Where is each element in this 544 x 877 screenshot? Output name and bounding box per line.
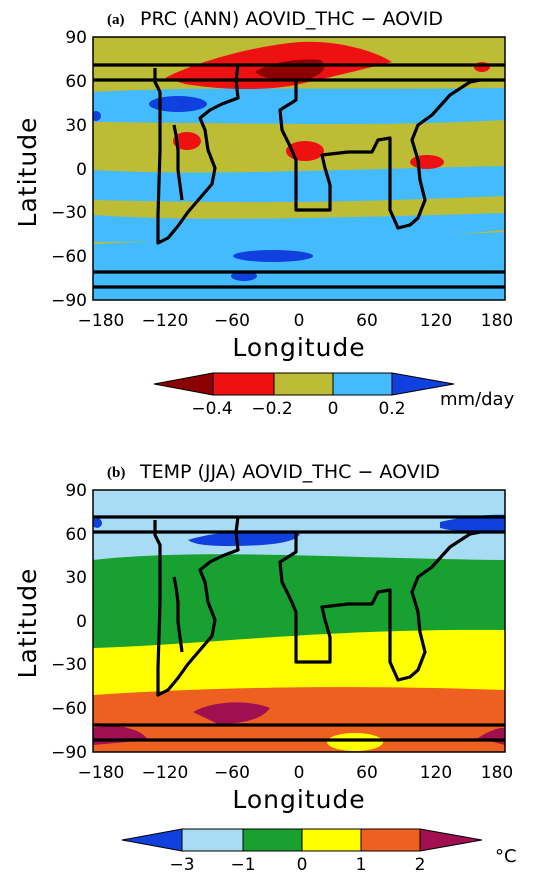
panel-b-arctic-blue-east bbox=[440, 514, 505, 533]
panel-b-colorbar-ticks: −3 −1 0 1 2 bbox=[169, 855, 425, 875]
panel-a-red-blob bbox=[410, 155, 444, 169]
panel-a-colorbar-swatch bbox=[153, 372, 214, 396]
panel-a-band-north-blue bbox=[93, 88, 505, 124]
panel-b-coastlines bbox=[93, 515, 505, 742]
panel-a-frame bbox=[92, 36, 506, 301]
panel-a-ytick: 30 bbox=[65, 116, 87, 136]
panel-b-colorbar-swatch bbox=[419, 828, 483, 852]
panel-b-colorbar-swatch bbox=[360, 828, 421, 852]
panel-a-band-tropical-blue bbox=[93, 166, 505, 203]
panel-a-xtick: 180 bbox=[481, 311, 513, 331]
panel-b-arctic-blue bbox=[188, 530, 300, 546]
panel-a-colorbar-units: mm/day bbox=[440, 389, 515, 410]
panel-b-colorbar-tick: 2 bbox=[415, 855, 426, 875]
panel-b-xtick: 180 bbox=[481, 763, 513, 783]
panel-a-ytick: −90 bbox=[51, 291, 87, 311]
panel-a-colorbar-ticks: −0.4 −0.2 0 0.2 bbox=[191, 399, 405, 419]
panel-b-band-green bbox=[93, 554, 505, 651]
panel-a-colorbar-tick: −0.4 bbox=[191, 399, 232, 419]
panel-a-colorbar-tick: 0.2 bbox=[378, 399, 405, 419]
panel-b-xtick: −120 bbox=[142, 763, 189, 783]
panel-b-colorbar-tick: 0 bbox=[297, 855, 308, 875]
panel-b-yellow-blob bbox=[327, 733, 383, 751]
panel-a-title: PRC (ANN) AOVID_THC − AOVID bbox=[140, 8, 443, 30]
panel-a-colorbar-tick: −0.2 bbox=[251, 399, 292, 419]
panel-b-xlabel: Longitude bbox=[232, 785, 365, 814]
panel-b-ytick: 90 bbox=[65, 481, 87, 501]
panel-a-xtick: 0 bbox=[294, 311, 305, 331]
panel-a-ytick: 0 bbox=[76, 160, 87, 180]
panel-a-xlabel: Longitude bbox=[232, 333, 365, 362]
panel-a-ytick: 60 bbox=[65, 72, 87, 92]
panel-a-band-polar-blue bbox=[93, 232, 505, 300]
panel-a-ytick: 90 bbox=[65, 28, 87, 48]
panel-b-title: TEMP (JJA) AOVID_THC − AOVID bbox=[139, 461, 440, 483]
panel-a-colorbar-tick: 0 bbox=[328, 399, 339, 419]
panel-b-ytick: 30 bbox=[65, 568, 87, 588]
panel-b-xtick: −60 bbox=[214, 763, 250, 783]
panel-b-colorbar-swatch bbox=[242, 828, 303, 852]
panel-b-ytick: −90 bbox=[51, 743, 87, 763]
panel-b-xticks: −180 −120 −60 0 60 120 180 bbox=[78, 763, 514, 783]
panel-b-label: (b) bbox=[107, 465, 125, 481]
panel-a-xtick: −180 bbox=[78, 311, 125, 331]
panel-a-ytick: −60 bbox=[51, 247, 87, 267]
panel-a-yticks: 90 60 30 0 −30 −60 −90 bbox=[51, 28, 87, 311]
panel-b-ytick: −60 bbox=[51, 699, 87, 719]
panel-b-colorbar-swatch bbox=[121, 828, 183, 852]
panel-a-xticks: −180 −120 −60 0 60 120 180 bbox=[78, 311, 514, 331]
panel-a-xtick: −120 bbox=[142, 311, 189, 331]
panel-b: (b) TEMP (JJA) AOVID_THC − AOVID bbox=[13, 461, 517, 875]
panel-b-xtick: −180 bbox=[78, 763, 125, 783]
panel-a-ytick: −30 bbox=[51, 203, 87, 223]
panel-b-xtick: 120 bbox=[420, 763, 452, 783]
panel-b-colorbar-swatch bbox=[181, 828, 244, 852]
panel-b-ytick: 0 bbox=[76, 612, 87, 632]
panel-a-xtick: 120 bbox=[420, 311, 452, 331]
panel-b-ytick: −30 bbox=[51, 655, 87, 675]
panel-a-xtick: 60 bbox=[356, 311, 378, 331]
panel-a-ylabel: Latitude bbox=[13, 117, 42, 228]
panel-a-blue-blob bbox=[93, 111, 101, 121]
panel-a-colorbar-swatch bbox=[332, 372, 393, 396]
panel-b-colorbar-swatch bbox=[301, 828, 362, 852]
panel-a: (a) PRC (ANN) AOVID_THC − AOVID bbox=[13, 8, 515, 419]
panel-b-colorbar-tick: 1 bbox=[356, 855, 367, 875]
panel-a-red-blob bbox=[173, 132, 201, 150]
panel-b-colorbar-units: °C bbox=[495, 846, 517, 867]
panel-a-label: (a) bbox=[107, 12, 125, 28]
panel-a-band-south-blue bbox=[93, 213, 505, 242]
panel-b-ytick: 60 bbox=[65, 525, 87, 545]
panel-b-blue-blob bbox=[93, 518, 102, 528]
panel-b-colorbar-tick: −1 bbox=[230, 855, 255, 875]
panel-a-colorbar-swatch bbox=[273, 372, 334, 396]
panel-a-colorbar-swatch bbox=[391, 372, 455, 396]
panel-b-frame bbox=[92, 489, 506, 753]
panel-a-xtick: −60 bbox=[214, 311, 250, 331]
panel-b-band-yellow bbox=[93, 629, 505, 702]
panel-b-xtick: 60 bbox=[356, 763, 378, 783]
panel-a-blue-blob bbox=[149, 96, 207, 112]
panel-b-ylabel: Latitude bbox=[13, 568, 42, 679]
panel-b-yticks: 90 60 30 0 −30 −60 −90 bbox=[51, 481, 87, 763]
panel-a-blue-blob bbox=[233, 250, 313, 262]
panel-a-field bbox=[93, 37, 505, 300]
panel-b-band-orange bbox=[93, 687, 505, 752]
panel-b-field bbox=[93, 490, 505, 752]
panel-b-xtick: 0 bbox=[294, 763, 305, 783]
panel-b-antarctic-purple bbox=[193, 702, 270, 724]
panel-a-colorbar bbox=[153, 372, 455, 396]
panel-b-colorbar-tick: −3 bbox=[169, 855, 194, 875]
panel-a-colorbar-swatch bbox=[212, 372, 275, 396]
panel-b-colorbar bbox=[121, 828, 483, 852]
panel-a-coastlines bbox=[93, 63, 505, 289]
